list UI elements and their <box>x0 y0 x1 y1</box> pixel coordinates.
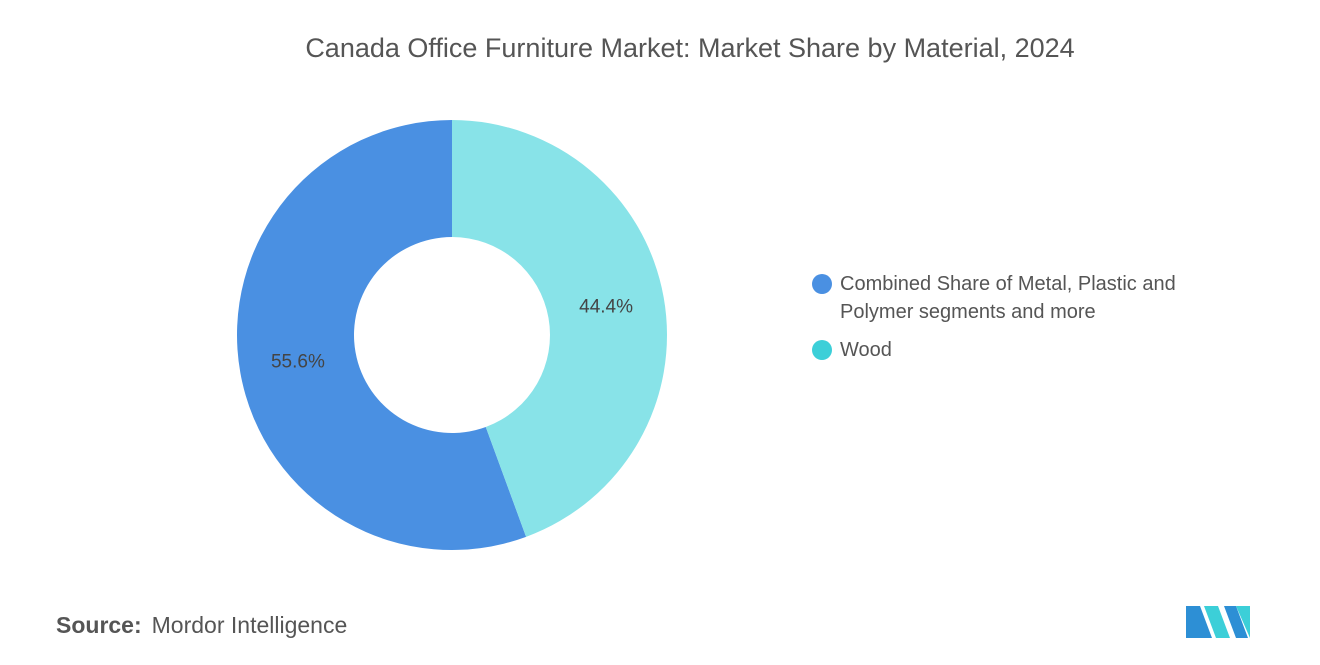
logo <box>1186 606 1250 638</box>
legend-label: Combined Share of Metal, Plastic and Pol… <box>840 273 1176 323</box>
source-text: Mordor Intelligence <box>151 612 348 638</box>
donut-slice <box>236 120 527 550</box>
legend-swatch <box>812 340 832 360</box>
legend-label: Wood <box>840 339 892 361</box>
legend-swatch <box>812 274 832 294</box>
source: Source: Mordor Intelligence <box>56 612 347 639</box>
chart-title: Canada Office Furniture Market: Market S… <box>305 33 1074 63</box>
legend: Combined Share of Metal, Plastic and Pol… <box>812 270 1232 374</box>
value-label: 44.4% <box>579 297 633 318</box>
legend-item: Combined Share of Metal, Plastic and Pol… <box>812 270 1232 326</box>
source-label: Source: <box>56 612 142 638</box>
value-label: 55.6% <box>271 351 325 372</box>
donut-slice <box>452 120 667 537</box>
legend-item: Wood <box>812 336 1232 364</box>
